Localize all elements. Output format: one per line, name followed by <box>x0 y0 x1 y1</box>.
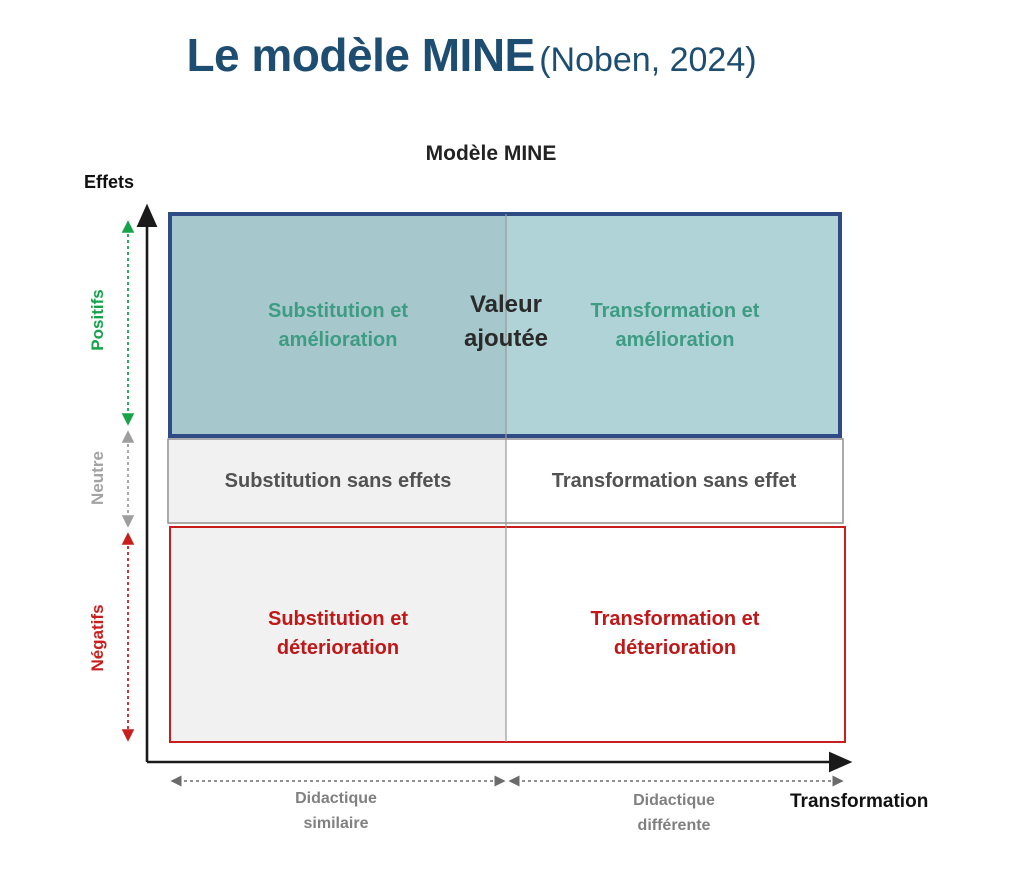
cell-negative-right: Transformation et déterioration <box>590 608 760 659</box>
cell-positive-right-fill <box>506 214 840 436</box>
center-label-valeur-ajoutee: Valeur ajoutée <box>463 291 549 352</box>
cell-neutral-left: Substitution sans effets <box>224 469 452 492</box>
bottom-label-similar: Didactique similaire <box>295 790 377 832</box>
x-axis-label: Transformation <box>790 791 929 812</box>
band-label-negative: Négatifs <box>88 604 107 672</box>
page-title: Le modèle MINE (Noben, 2024) <box>0 28 943 82</box>
band-label-neutral: Neutre <box>88 451 107 505</box>
band-label-positive: Positifs <box>88 289 107 351</box>
bottom-label-different: Didactique différente <box>633 792 715 834</box>
page-title-main: Le modèle MINE <box>186 29 535 81</box>
diagram-title: Modèle MINE <box>425 142 557 165</box>
negative-band-border <box>169 526 846 743</box>
page-title-citation: (Noben, 2024) <box>539 41 757 79</box>
cell-negative-left-fill <box>171 528 506 741</box>
cell-positive-left: Substitution et amélioration <box>268 300 408 351</box>
cell-neutral-left-fill <box>169 440 506 522</box>
cell-positive-right: Transformation et amélioration <box>590 300 760 351</box>
positive-band-border <box>168 212 842 438</box>
cell-neutral-right: Transformation sans effet <box>551 469 797 492</box>
cell-negative-left: Substitution et déterioration <box>268 608 408 659</box>
cell-positive-left-fill <box>170 214 506 436</box>
y-axis-label: Effets <box>84 172 135 192</box>
